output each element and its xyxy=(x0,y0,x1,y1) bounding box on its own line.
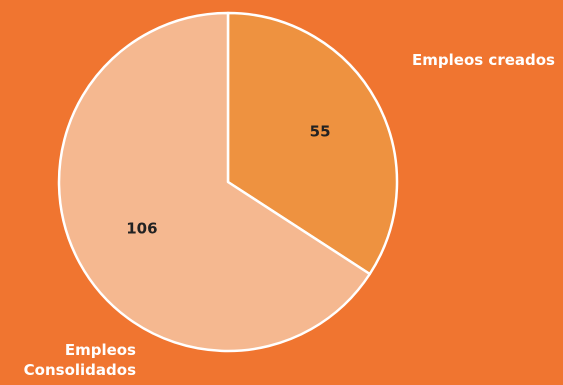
data-label-1: 106 xyxy=(126,219,157,237)
data-label-0: 55 xyxy=(310,123,331,141)
pie-slice-1 xyxy=(57,11,372,353)
category-label-empleos-creados: Empleos creados xyxy=(412,51,555,69)
category-label-empleos-consolidados: Empleos Consolidados xyxy=(23,341,136,379)
